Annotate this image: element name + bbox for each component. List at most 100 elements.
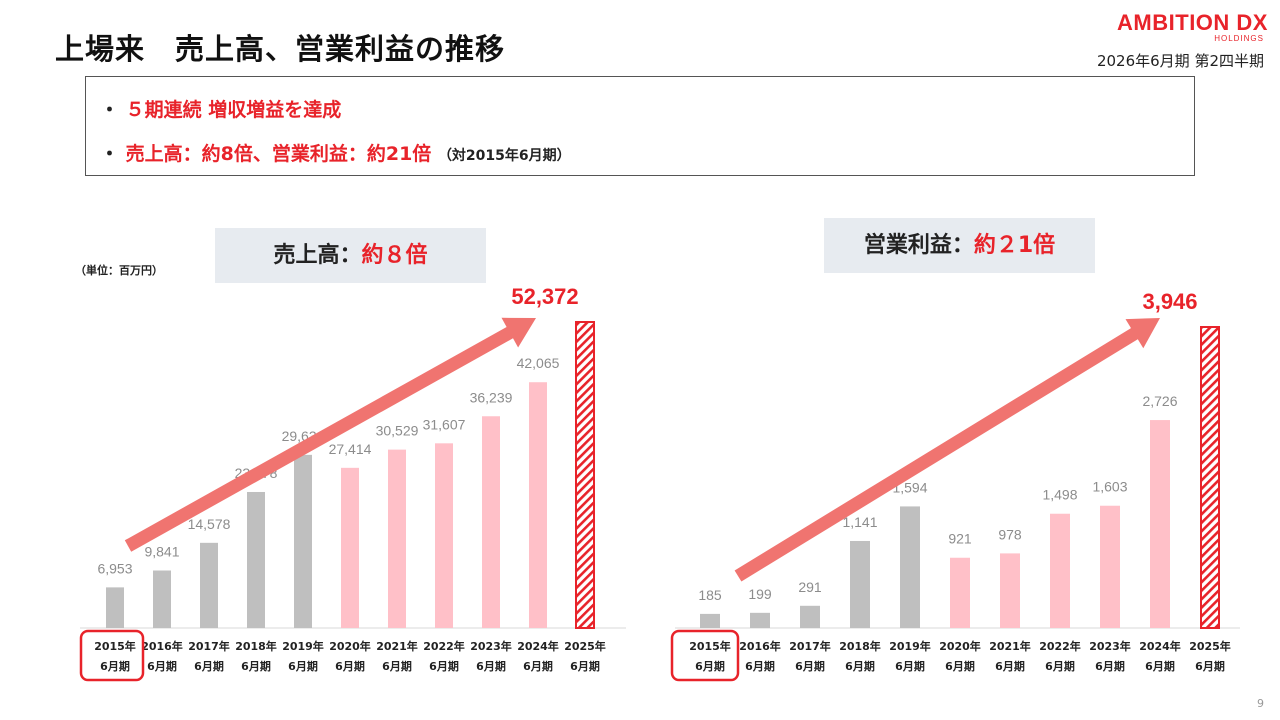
sales-bar-3 bbox=[247, 491, 265, 628]
profit-bar-1 bbox=[750, 612, 770, 628]
profit-highlight-frame bbox=[670, 629, 740, 682]
profit-value-label-6: 978 bbox=[998, 526, 1022, 542]
sales-category-label-0: 2015年 bbox=[94, 639, 136, 653]
sales-growth-arrow bbox=[124, 317, 537, 552]
sales-category-label-9: 2024年 bbox=[517, 639, 559, 653]
logo-main-text: AMBITION DX bbox=[1117, 10, 1268, 35]
sales-bar-2 bbox=[200, 542, 218, 628]
sales-category-sublabel-8: 6月期 bbox=[476, 659, 506, 673]
sales-value-label-7: 31,607 bbox=[423, 416, 466, 432]
bullet-dot: ・ bbox=[100, 143, 120, 165]
summary-line-2: ・ 売上高：約8倍、営業利益：約21倍 （対2015年6月期） bbox=[100, 139, 571, 166]
fiscal-period: 2026年6月期 第2四半期 bbox=[1096, 52, 1264, 70]
profit-category-sublabel-7: 6月期 bbox=[1045, 659, 1075, 673]
sales-bar-6 bbox=[388, 449, 406, 628]
profit-bar-5 bbox=[950, 557, 970, 628]
sales-category-sublabel-7: 6月期 bbox=[429, 659, 459, 673]
sales-bar-8 bbox=[482, 416, 500, 628]
profit-category-sublabel-10: 6月期 bbox=[1195, 659, 1225, 673]
sales-category-sublabel-0: 6月期 bbox=[100, 659, 130, 673]
profit-value-label-7: 1,498 bbox=[1042, 487, 1077, 503]
profit-value-label-10: 3,946 bbox=[1142, 289, 1197, 314]
sales-category-label-3: 2018年 bbox=[235, 639, 277, 653]
sales-category-label-4: 2019年 bbox=[282, 639, 324, 653]
profit-bar-4 bbox=[900, 506, 920, 628]
profit-bar-10 bbox=[1200, 326, 1220, 629]
summary-line-1-text: ５期連続 増収増益を達成 bbox=[125, 99, 342, 121]
profit-bar-9 bbox=[1150, 420, 1170, 628]
profit-category-label-5: 2020年 bbox=[939, 639, 981, 653]
sales-bar-7 bbox=[435, 443, 453, 628]
profit-bar-7 bbox=[1050, 513, 1070, 628]
summary-box: ・ ５期連続 増収増益を達成 ・ 売上高：約8倍、営業利益：約21倍 （対201… bbox=[85, 76, 1195, 176]
profit-category-sublabel-8: 6月期 bbox=[1095, 659, 1125, 673]
profit-value-label-5: 921 bbox=[948, 531, 972, 547]
sales-category-sublabel-5: 6月期 bbox=[335, 659, 365, 673]
sales-category-sublabel-4: 6月期 bbox=[288, 659, 318, 673]
sales-value-label-8: 36,239 bbox=[470, 389, 513, 405]
profit-value-label-3: 1,141 bbox=[842, 514, 877, 530]
sales-header-value: 約８倍 bbox=[361, 243, 428, 268]
sales-category-label-8: 2023年 bbox=[470, 639, 512, 653]
profit-header-prefix: 営業利益： bbox=[863, 233, 974, 258]
sales-value-label-6: 30,529 bbox=[376, 423, 419, 439]
profit-value-label-8: 1,603 bbox=[1092, 479, 1127, 495]
profit-value-label-0: 185 bbox=[698, 587, 722, 603]
sales-bar-10 bbox=[575, 321, 595, 629]
sales-category-label-2: 2017年 bbox=[188, 639, 230, 653]
sales-highlight-frame bbox=[79, 629, 145, 682]
profit-category-sublabel-5: 6月期 bbox=[945, 659, 975, 673]
profit-value-label-1: 199 bbox=[748, 586, 772, 602]
profit-chart-header: 営業利益：約２1倍 bbox=[824, 218, 1095, 273]
profit-value-label-2: 291 bbox=[798, 579, 822, 595]
summary-line-1: ・ ５期連続 増収増益を達成 bbox=[100, 95, 341, 122]
profit-bar-8 bbox=[1100, 505, 1120, 628]
profit-bar-0 bbox=[700, 613, 720, 628]
profit-category-sublabel-0: 6月期 bbox=[695, 659, 725, 673]
logo-sub-text: HOLDINGS bbox=[1214, 34, 1264, 43]
sales-bar-9 bbox=[529, 382, 547, 628]
sales-category-sublabel-2: 6月期 bbox=[194, 659, 224, 673]
profit-category-sublabel-6: 6月期 bbox=[995, 659, 1025, 673]
profit-category-sublabel-2: 6月期 bbox=[795, 659, 825, 673]
profit-category-label-6: 2021年 bbox=[989, 639, 1031, 653]
profit-header-value: 約２1倍 bbox=[973, 233, 1056, 258]
sales-category-label-5: 2020年 bbox=[329, 639, 371, 653]
sales-value-label-2: 14,578 bbox=[188, 516, 231, 532]
sales-category-sublabel-9: 6月期 bbox=[523, 659, 553, 673]
sales-category-label-6: 2021年 bbox=[376, 639, 418, 653]
profit-category-label-1: 2016年 bbox=[739, 639, 781, 653]
sales-category-sublabel-3: 6月期 bbox=[241, 659, 271, 673]
profit-category-label-0: 2015年 bbox=[689, 639, 731, 653]
profit-category-sublabel-1: 6月期 bbox=[745, 659, 775, 673]
bullet-dot: ・ bbox=[100, 99, 120, 121]
sales-category-sublabel-1: 6月期 bbox=[147, 659, 177, 673]
profit-category-sublabel-4: 6月期 bbox=[895, 659, 925, 673]
profit-category-sublabel-9: 6月期 bbox=[1145, 659, 1175, 673]
sales-bar-4 bbox=[294, 454, 312, 628]
profit-category-label-7: 2022年 bbox=[1039, 639, 1081, 653]
profit-category-label-10: 2025年 bbox=[1189, 639, 1231, 653]
page-title: 上場来 売上高、営業利益の推移 bbox=[55, 32, 506, 66]
profit-growth-arrow bbox=[734, 318, 1160, 582]
profit-category-label-2: 2017年 bbox=[789, 639, 831, 653]
profit-bar-2 bbox=[800, 605, 820, 628]
profit-value-label-9: 2,726 bbox=[1142, 393, 1177, 409]
slide-number: 9 bbox=[1257, 697, 1264, 710]
profit-category-label-4: 2019年 bbox=[889, 639, 931, 653]
sales-category-label-10: 2025年 bbox=[564, 639, 606, 653]
sales-value-label-1: 9,841 bbox=[144, 544, 179, 560]
sales-header-prefix: 売上高： bbox=[273, 243, 362, 268]
summary-line-2-text: 売上高：約8倍、営業利益：約21倍 bbox=[125, 143, 432, 165]
summary-line-2-note: （対2015年6月期） bbox=[437, 148, 571, 164]
sales-bar-1 bbox=[153, 570, 171, 628]
sales-category-sublabel-6: 6月期 bbox=[382, 659, 412, 673]
unit-label: （単位：百万円） bbox=[75, 264, 163, 277]
profit-category-label-9: 2024年 bbox=[1139, 639, 1181, 653]
profit-category-sublabel-3: 6月期 bbox=[845, 659, 875, 673]
sales-value-label-10: 52,372 bbox=[511, 284, 578, 309]
sales-value-label-9: 42,065 bbox=[517, 355, 560, 371]
profit-category-label-8: 2023年 bbox=[1089, 639, 1131, 653]
profit-category-label-3: 2018年 bbox=[839, 639, 881, 653]
